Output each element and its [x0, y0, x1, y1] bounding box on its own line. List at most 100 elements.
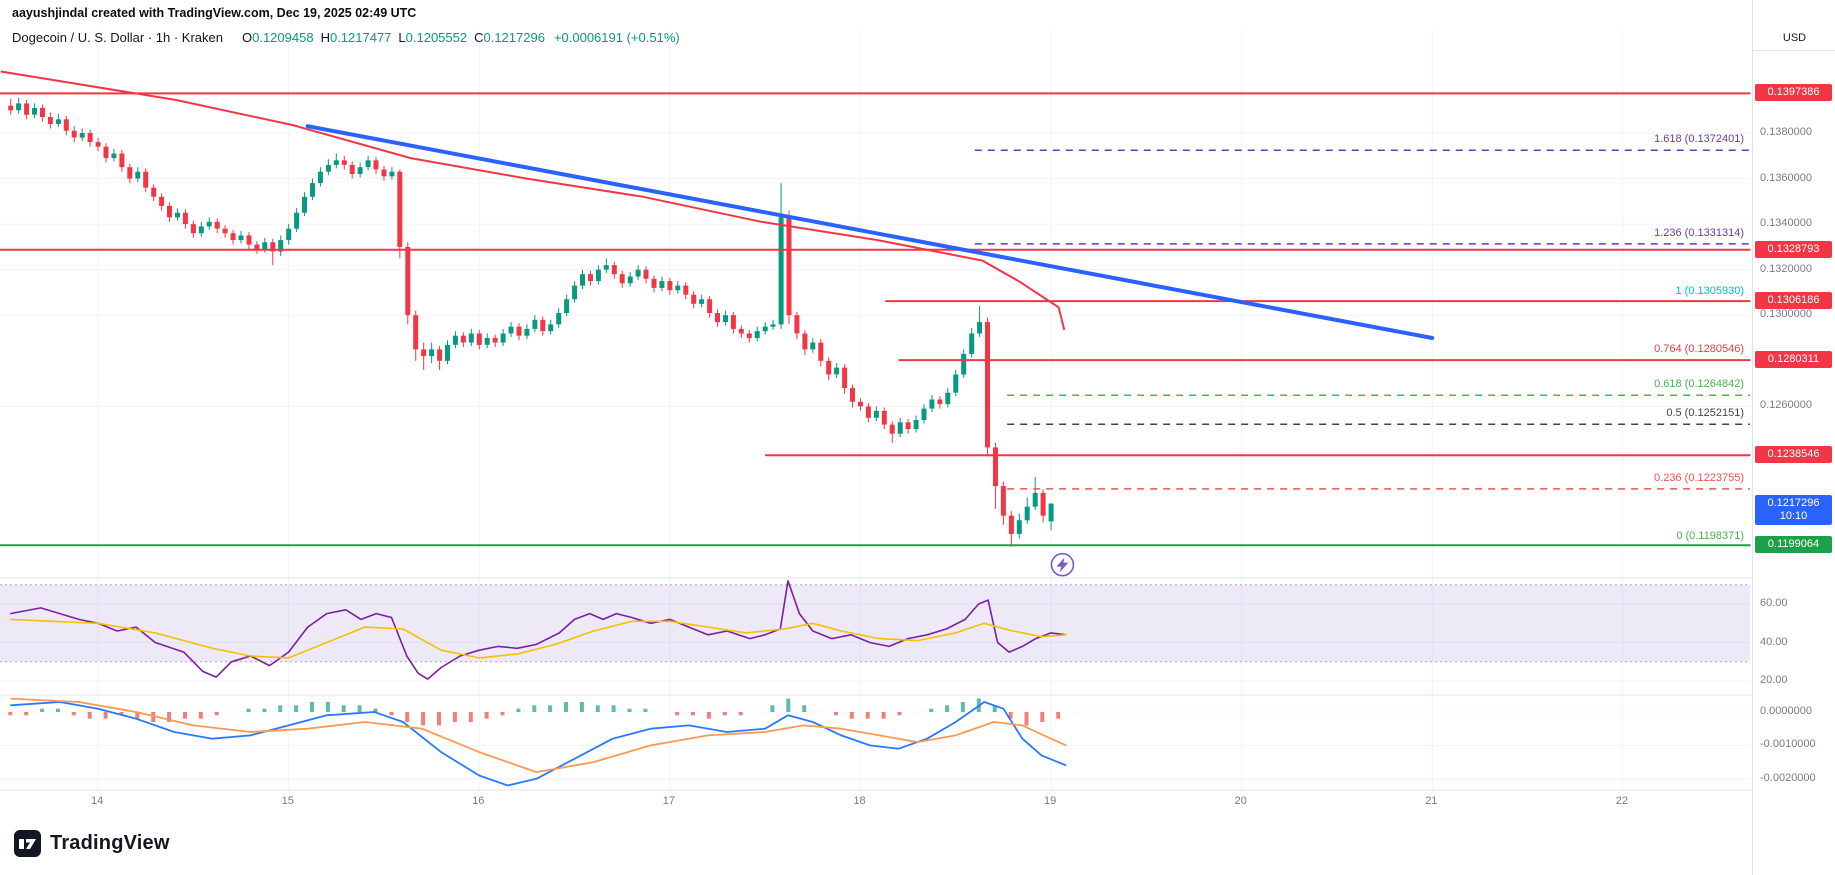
candle-body — [357, 167, 363, 174]
annotation-layer[interactable] — [0, 70, 1751, 577]
red-trendline — [0, 70, 1066, 331]
macd-histogram-bar — [627, 708, 632, 712]
price-scale-currency[interactable]: USD — [1753, 26, 1835, 51]
ohlc-close-label: C — [474, 30, 484, 45]
ohlc-high-label: H — [320, 30, 330, 45]
candle-body — [421, 349, 427, 357]
tradingview-logo-icon — [14, 830, 41, 857]
macd-histogram-bar — [770, 705, 775, 712]
candle-body — [294, 212, 300, 229]
candle-body — [913, 420, 919, 430]
candle-body — [32, 107, 37, 115]
current-price-value: 0.1217296 — [1767, 496, 1820, 509]
candle-body — [333, 160, 339, 165]
tradingview-logo[interactable]: TradingView — [14, 830, 170, 857]
macd-histogram-bar — [246, 708, 251, 712]
candle-body — [508, 326, 514, 334]
candle-body — [325, 164, 331, 172]
candle-body — [810, 342, 816, 350]
time-axis-label: 18 — [853, 795, 866, 807]
price-tick-label: 0.1260000 — [1760, 399, 1812, 412]
macd-histogram-bar — [516, 708, 521, 712]
fib-level-label: 0 (0.1198371) — [1676, 529, 1744, 542]
rsi-band-layer — [0, 584, 1750, 663]
price-scale[interactable]: USD 0.1217296 10:10 0.1380000 0.1360000 0.… — [1752, 0, 1835, 875]
candle-body — [87, 133, 93, 143]
candle-body — [778, 217, 784, 325]
rsi-line — [10, 580, 1067, 680]
macd-histogram-bar — [786, 698, 791, 712]
macd-histogram-bar — [389, 712, 394, 716]
blue-trendline — [305, 124, 1435, 340]
candle-body — [389, 171, 395, 177]
macd-tick-label: -0.0010000 — [1760, 738, 1816, 751]
resistance-price-chip: 0.1280311 — [1755, 351, 1832, 369]
candle-body — [484, 338, 490, 345]
macd-histogram-bar — [548, 705, 553, 712]
macd-histogram-bar — [452, 712, 457, 722]
candle-body — [413, 315, 419, 350]
macd-histogram-bar — [484, 712, 489, 719]
macd-histogram-bar — [675, 712, 680, 716]
candle-body — [286, 228, 292, 241]
rsi-band — [0, 584, 1750, 662]
candle-body — [961, 354, 967, 375]
symbol-title[interactable]: Dogecoin / U. S. Dollar · 1h · Kraken — [12, 30, 223, 45]
macd-histogram-bar — [325, 702, 330, 712]
macd-histogram-bar — [722, 712, 727, 716]
candle-body — [262, 242, 268, 250]
candle-body — [945, 392, 951, 405]
candle-body — [143, 171, 149, 188]
macd-histogram-bar — [992, 705, 997, 712]
candle-body — [95, 142, 101, 147]
macd-histogram-bar — [1024, 712, 1029, 726]
time-axis-label: 14 — [91, 795, 104, 807]
macd-histogram-bar — [56, 708, 60, 712]
candle-body — [238, 235, 244, 241]
candle-body — [63, 119, 69, 131]
candle-body — [699, 299, 705, 304]
candle-body — [588, 274, 593, 281]
macd-histogram-bar — [87, 712, 92, 719]
candle-body — [452, 335, 458, 345]
macd-histogram-bar — [278, 705, 283, 712]
candle-body — [611, 265, 617, 275]
candle-body — [254, 244, 260, 250]
macd-histogram-bar — [357, 705, 362, 712]
candle-body — [905, 422, 911, 430]
candle-body — [985, 322, 990, 448]
candle-body — [818, 342, 824, 361]
macd-histogram-bar — [643, 708, 648, 712]
macd-histogram-bar — [71, 712, 76, 716]
candle-body — [715, 313, 720, 323]
candle-body — [659, 281, 665, 288]
macd-histogram-bar — [706, 712, 711, 719]
time-axis-label: 17 — [662, 795, 676, 807]
candle-body — [397, 171, 403, 247]
candle-body — [190, 224, 196, 234]
candle-body — [1000, 486, 1006, 516]
macd-histogram-bar — [595, 705, 600, 712]
candle-body — [540, 319, 546, 332]
candle-body — [826, 360, 832, 375]
candle-body — [341, 160, 347, 165]
fib-level-label: 0.764 (0.1280546) — [1654, 342, 1744, 355]
candle-body — [834, 367, 840, 375]
macd-histogram-bar — [405, 712, 410, 722]
candle-body — [627, 276, 633, 284]
candle-body — [40, 107, 45, 117]
macd-histogram-bar — [437, 712, 441, 726]
candle-body — [897, 422, 903, 434]
separator-layer — [0, 577, 1835, 791]
candle-body — [405, 246, 411, 316]
candle-body — [151, 187, 157, 197]
candle-body — [468, 333, 474, 343]
lightning-icon — [1056, 557, 1069, 573]
candle-body — [921, 408, 927, 420]
candle-body — [873, 410, 879, 418]
candle-body — [770, 324, 776, 327]
candle-body — [278, 240, 284, 252]
support-price-chip: 0.1199064 — [1755, 536, 1832, 554]
candle-body — [850, 388, 855, 402]
